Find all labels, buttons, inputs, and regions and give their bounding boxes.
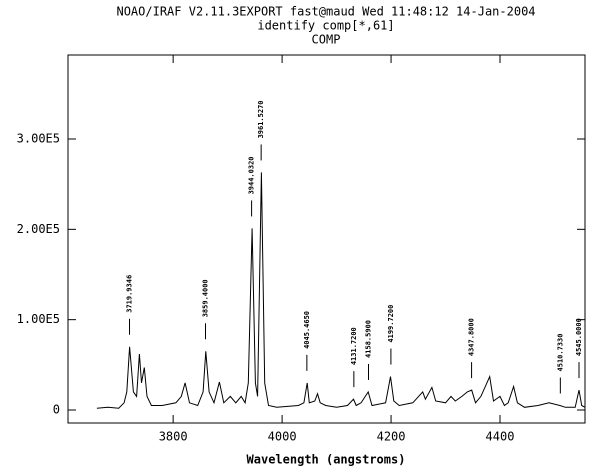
line-id-label: 4510.7330: [556, 334, 564, 372]
line-id-label: 4158.5900: [364, 320, 372, 358]
x-tick-label: 4200: [377, 430, 406, 444]
y-tick-label: 1.00E5: [17, 312, 60, 326]
chart-title: NOAO/IRAF V2.11.3EXPORT fast@maud Wed 11…: [116, 5, 535, 19]
x-tick-label: 4000: [268, 430, 297, 444]
x-axis-label: Wavelength (angstroms): [247, 453, 406, 467]
y-tick-label: 2.00E5: [17, 222, 60, 236]
line-id-label: 4131.7200: [350, 327, 358, 365]
line-id-label: 3719.9346: [126, 275, 134, 313]
x-tick-label: 3800: [159, 430, 188, 444]
line-id-label: 4199.7200: [387, 305, 395, 343]
chart-heading: COMP: [312, 33, 341, 47]
plot-frame: [67, 54, 586, 424]
line-id-label: 4545.0000: [575, 318, 583, 356]
x-tick-label: 4400: [486, 430, 515, 444]
chart-subtitle: identify comp[*,61]: [257, 19, 394, 33]
line-id-label: 4347.8000: [468, 318, 476, 356]
line-id-label: 4045.4650: [303, 311, 311, 349]
spectrum-line: [96, 172, 586, 409]
line-id-label: 3961.5270: [257, 100, 265, 138]
line-id-label: 3944.0320: [248, 156, 256, 194]
y-tick-label: 0: [53, 402, 60, 416]
line-id-label: 3859.4000: [202, 279, 210, 317]
y-tick-label: 3.00E5: [17, 132, 60, 146]
